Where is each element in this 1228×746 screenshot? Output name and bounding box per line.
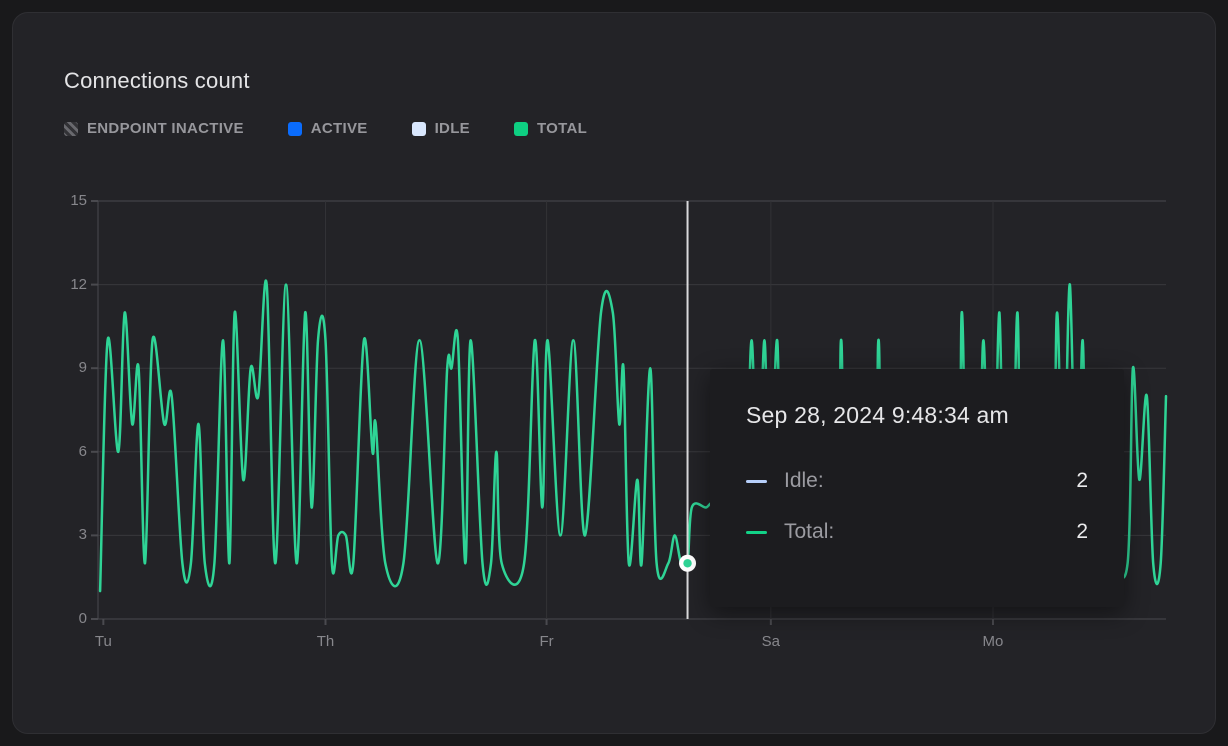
legend-label-total: TOTAL — [536, 120, 588, 137]
x-axis-label-Tu: Tu — [94, 633, 112, 650]
y-axis-label-12: 12 — [70, 275, 87, 293]
legend: ENDPOINT INACTIVE ACTIVE IDLE TOTAL — [64, 120, 587, 137]
hover-marker-dot — [683, 559, 692, 568]
legend-label-active: ACTIVE — [310, 120, 368, 137]
legend-label-endpoint-inactive: ENDPOINT INACTIVE — [87, 120, 244, 137]
y-axis-label-0: 0 — [78, 610, 87, 627]
legend-swatch-idle — [411, 121, 426, 136]
x-axis-label-Th: Th — [316, 633, 335, 650]
x-axis-label-Fr: Fr — [539, 633, 554, 650]
series-dash-icon — [746, 479, 767, 483]
legend-swatch-endpoint-inactive — [64, 121, 78, 136]
legend-label-idle: IDLE — [434, 120, 470, 137]
connections-count-card: Connections count ENDPOINT INACTIVE ACTIV… — [12, 12, 1216, 734]
x-axis-label-Sa: Sa — [761, 633, 781, 650]
tooltip-row-idle: Idle: 2 — [746, 469, 1088, 493]
tooltip-series-value: 2 — [1076, 469, 1088, 492]
tooltip-series-label: Idle: — [784, 469, 824, 492]
tooltip-series-value: 2 — [1076, 520, 1088, 543]
y-axis-label-6: 6 — [78, 442, 87, 460]
y-axis-label-9: 9 — [78, 359, 87, 377]
legend-swatch-total — [513, 121, 528, 136]
y-axis-label-15: 15 — [70, 192, 87, 209]
series-dash-icon — [746, 530, 767, 534]
chart-tooltip: Sep 28, 2024 9:48:34 am Idle: 2 Total: 2 — [710, 369, 1124, 607]
legend-item-total[interactable]: TOTAL — [513, 120, 588, 137]
tooltip-rows: Idle: 2 Total: 2 — [746, 469, 1088, 544]
x-axis-label-Mo: Mo — [982, 633, 1004, 650]
x-axis-labels: Tu Th Fr Sa Mo — [94, 633, 1166, 655]
legend-item-idle[interactable]: IDLE — [411, 120, 470, 137]
legend-item-active[interactable]: ACTIVE — [287, 120, 368, 137]
legend-swatch-active — [287, 121, 302, 136]
tooltip-row-total: Total: 2 — [746, 520, 1088, 544]
tooltip-timestamp: Sep 28, 2024 9:48:34 am — [746, 402, 1009, 428]
y-axis-labels: 0 3 6 9 12 15 — [13, 192, 87, 627]
legend-item-endpoint-inactive[interactable]: ENDPOINT INACTIVE — [64, 120, 244, 137]
tooltip-series-label: Total: — [784, 520, 835, 543]
chart-title: Connections count — [64, 68, 250, 93]
y-axis-label-3: 3 — [78, 526, 87, 544]
